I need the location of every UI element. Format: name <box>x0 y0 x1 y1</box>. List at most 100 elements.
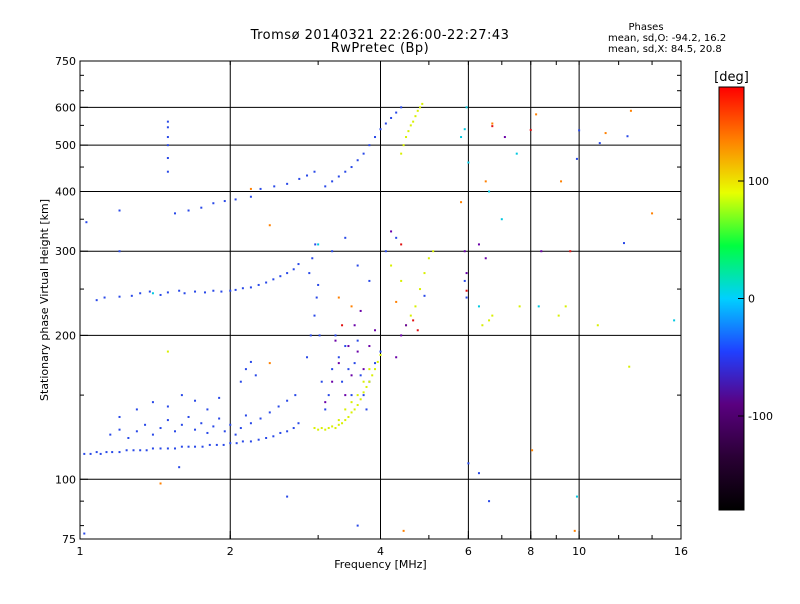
colorbar-tick-label: 0 <box>748 293 755 306</box>
x-tick-label: 2 <box>227 545 234 558</box>
data-point <box>315 296 318 299</box>
data-point <box>249 286 252 289</box>
data-point <box>465 272 468 275</box>
data-point <box>178 289 181 292</box>
data-point <box>229 442 232 445</box>
data-point <box>409 124 412 127</box>
data-point <box>313 427 316 430</box>
data-point <box>575 157 578 160</box>
y-tick-label: 600 <box>55 101 76 114</box>
data-point <box>309 334 312 337</box>
data-point <box>390 230 393 233</box>
data-point <box>477 305 480 308</box>
data-point <box>135 430 138 433</box>
data-point <box>206 408 209 411</box>
data-point <box>180 394 183 397</box>
data-point <box>229 289 232 292</box>
data-point <box>432 250 435 253</box>
data-point <box>235 442 238 445</box>
data-point <box>109 433 112 436</box>
data-point <box>350 166 353 169</box>
data-point <box>465 296 468 299</box>
data-point <box>395 236 398 239</box>
data-point <box>569 250 572 253</box>
data-point <box>371 374 374 377</box>
data-point <box>374 329 377 332</box>
data-point <box>405 324 408 327</box>
data-point <box>194 399 197 402</box>
data-point <box>118 451 121 454</box>
data-point <box>241 440 244 443</box>
data-point <box>327 394 330 397</box>
data-point <box>297 263 300 266</box>
data-point <box>166 405 169 408</box>
data-point <box>222 443 225 446</box>
data-point <box>414 305 417 308</box>
data-point <box>306 174 309 177</box>
data-point <box>368 279 371 282</box>
data-point <box>118 415 121 418</box>
data-point <box>400 243 403 246</box>
data-point <box>337 419 340 422</box>
data-point <box>344 419 347 422</box>
data-point <box>350 394 353 397</box>
data-point <box>503 136 506 139</box>
data-point <box>596 324 599 327</box>
data-point <box>412 120 415 123</box>
data-point <box>537 305 540 308</box>
data-point <box>239 427 242 430</box>
data-point <box>268 411 271 414</box>
data-point <box>99 452 102 455</box>
data-point <box>218 396 221 399</box>
data-point <box>206 431 209 434</box>
data-point <box>166 136 169 139</box>
data-point <box>350 374 353 377</box>
data-point <box>166 350 169 353</box>
data-point <box>111 451 114 454</box>
data-point <box>118 250 121 253</box>
data-point <box>215 443 218 446</box>
data-point <box>314 243 317 246</box>
data-point <box>368 144 371 147</box>
data-point <box>362 380 365 383</box>
data-point <box>356 159 359 162</box>
data-point <box>460 136 463 139</box>
data-point <box>344 345 347 348</box>
data-point <box>488 500 491 503</box>
data-point <box>95 451 98 454</box>
data-point <box>491 122 494 125</box>
y-axis-label: Stationary phase Virtual Height [km] <box>38 199 51 401</box>
data-point <box>183 292 186 295</box>
data-point <box>353 408 356 411</box>
data-point <box>379 350 382 353</box>
data-point <box>465 106 468 109</box>
data-point <box>151 401 154 404</box>
data-point <box>402 529 405 532</box>
data-point <box>313 170 316 173</box>
data-point <box>306 356 309 359</box>
x-tick-label: 16 <box>674 545 688 558</box>
data-point <box>347 415 350 418</box>
data-point <box>341 380 344 383</box>
data-point <box>379 353 382 356</box>
data-point <box>423 294 426 297</box>
data-point <box>327 427 330 430</box>
data-point <box>628 365 631 368</box>
data-point <box>277 405 280 408</box>
data-point <box>320 427 323 430</box>
data-point <box>249 422 252 425</box>
data-point <box>166 170 169 173</box>
data-point <box>515 152 518 155</box>
data-point <box>356 404 359 407</box>
data-point <box>356 339 359 342</box>
data-point <box>331 425 334 428</box>
data-point <box>166 126 169 129</box>
data-point <box>402 144 405 147</box>
data-point <box>265 436 268 439</box>
data-point <box>259 187 262 190</box>
data-point <box>353 362 356 365</box>
data-point <box>362 152 365 155</box>
data-point <box>151 447 154 450</box>
data-point <box>540 250 543 253</box>
data-point <box>249 440 252 443</box>
